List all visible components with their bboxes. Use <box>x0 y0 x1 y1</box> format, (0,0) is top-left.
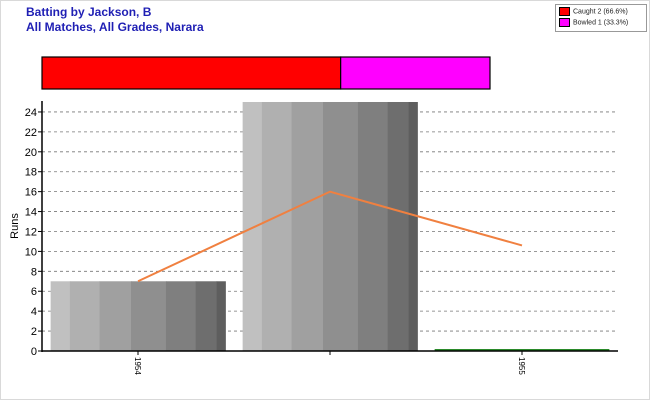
y-tick-label: 22 <box>25 127 37 139</box>
legend: Caught 2 (66.6%) Bowled 1 (33.3%) <box>555 4 647 32</box>
bar-band <box>131 281 167 351</box>
bar-band <box>216 281 226 351</box>
y-tick-label: 10 <box>25 246 37 258</box>
legend-label-caught: Caught 2 (66.6%) <box>573 8 628 16</box>
bar-band <box>323 102 359 351</box>
bar-band <box>408 102 418 351</box>
bar-1954 <box>50 281 226 351</box>
x-tick-labels: 1954 1955 <box>133 351 526 375</box>
x-tick-label: 1954 <box>133 357 142 375</box>
y-tick-label: 24 <box>25 107 37 119</box>
bar-band <box>195 281 218 351</box>
trend-line <box>137 190 523 283</box>
bar-1955 <box>434 349 610 351</box>
y-tick-label: 18 <box>25 167 37 179</box>
legend-label-bowled: Bowled 1 (33.3%) <box>573 19 629 27</box>
y-tick-label: 14 <box>25 207 37 219</box>
bars <box>50 102 610 351</box>
y-tick-label: 0 <box>31 346 37 358</box>
y-tick-label: 16 <box>25 187 37 199</box>
legend-swatch-caught <box>559 7 570 16</box>
legend-item-bowled: Bowled 1 (33.3%) <box>559 18 628 28</box>
bar-band <box>357 102 389 351</box>
y-tick-label: 8 <box>31 266 37 278</box>
y-tick-label: 6 <box>31 286 37 298</box>
stack-segment-caught <box>41 56 342 90</box>
bar-band <box>387 102 410 351</box>
chart-title: Batting by Jackson, B <box>26 5 152 19</box>
y-tick-label: 12 <box>25 226 37 238</box>
y-tick-label: 2 <box>31 326 37 338</box>
bar-band <box>291 102 324 351</box>
dismissal-stacked-bar <box>41 56 491 90</box>
trend-polyline <box>137 190 523 283</box>
bar-band <box>261 102 293 351</box>
y-axis-label: Runs <box>9 213 21 239</box>
legend-item-caught: Caught 2 (66.6%) <box>559 7 628 17</box>
bar-band <box>242 102 263 351</box>
bar-band <box>99 281 132 351</box>
y-tick-label: 4 <box>31 306 37 318</box>
bar-band <box>165 281 197 351</box>
bar-band <box>50 281 71 351</box>
bar-flat <box>434 349 610 351</box>
chart-subtitle: All Matches, All Grades, Narara <box>26 20 204 34</box>
bar-unlabeled <box>242 102 418 351</box>
stack-segment-bowled <box>340 56 491 90</box>
bar-band <box>69 281 101 351</box>
legend-swatch-bowled <box>559 18 570 27</box>
y-tick-label: 20 <box>25 147 37 159</box>
x-tick-label: 1955 <box>517 357 526 375</box>
